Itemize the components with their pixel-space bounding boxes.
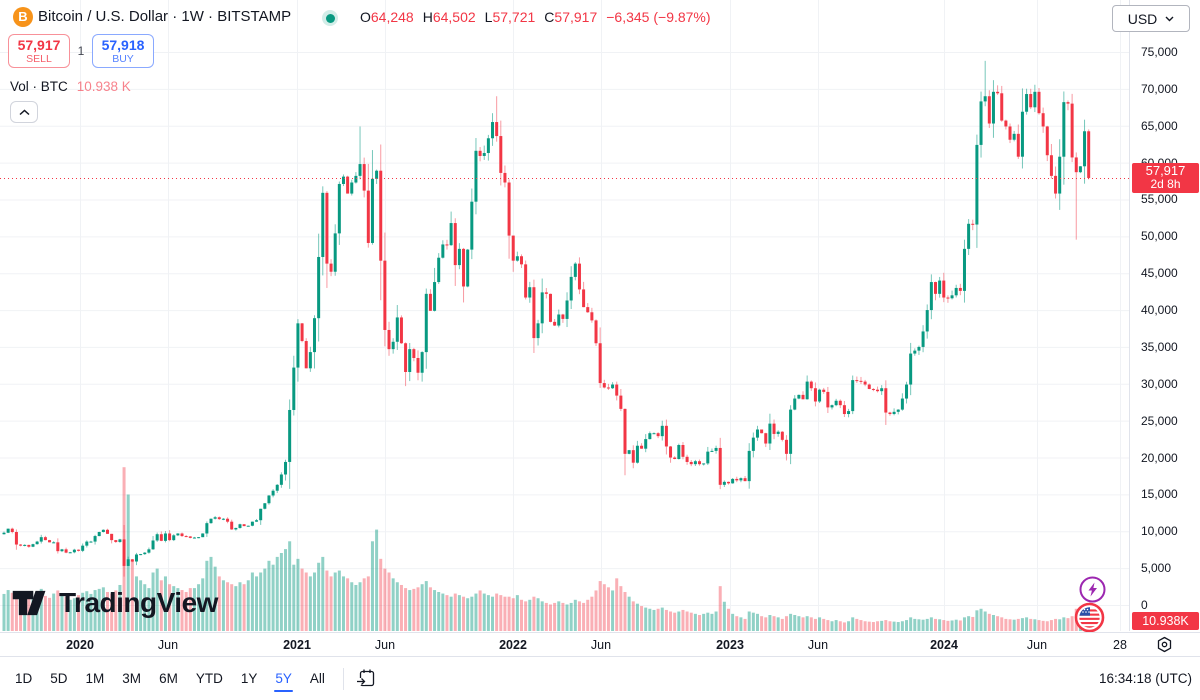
volume-indicator-value: 10.938 K xyxy=(76,79,131,94)
currency-label: USD xyxy=(1127,10,1158,27)
toolbar-divider xyxy=(342,667,344,690)
axis-settings-gear-icon[interactable] xyxy=(1156,636,1173,658)
price-axis-label: 10,000 xyxy=(1141,524,1178,539)
price-axis-label: 55,000 xyxy=(1141,192,1178,207)
volume-indicator-row[interactable]: Vol · BTC 10.938 K xyxy=(10,79,131,94)
time-axis-label: 2023 xyxy=(716,638,744,652)
range-button-1m[interactable]: 1M xyxy=(85,671,105,686)
chevron-down-icon xyxy=(1165,16,1174,21)
time-axis-label: Jun xyxy=(1026,638,1048,652)
price-axis-label: 15,000 xyxy=(1141,487,1178,502)
range-button-5y[interactable]: 5Y xyxy=(266,657,301,700)
current-price-value: 57,917 xyxy=(1145,163,1186,178)
time-axis-label: Jun xyxy=(590,638,612,652)
sell-label: SELL xyxy=(26,53,52,65)
chevron-up-icon xyxy=(19,108,29,115)
time-axis-label: Jun xyxy=(157,638,179,652)
time-axis-label: 2024 xyxy=(930,638,958,652)
close-value: 57,917 xyxy=(554,9,598,25)
go-to-date-button[interactable] xyxy=(355,668,376,689)
price-axis-label: 75,000 xyxy=(1141,45,1178,59)
price-axis-label: 0 xyxy=(1141,598,1148,612)
time-axis[interactable]: 2020 Jun 2021 Jun 2022 Jun 2023 Jun 2024 Jun 28 xyxy=(0,632,1200,656)
sell-price: 57,917 xyxy=(17,37,61,53)
range-button-5d[interactable]: 5D xyxy=(50,671,68,686)
time-axis-label: 2022 xyxy=(499,638,527,652)
price-axis-label: 5,000 xyxy=(1141,561,1172,576)
sell-button[interactable]: 57,917 SELL xyxy=(8,34,70,68)
buy-button[interactable]: 57,918 BUY xyxy=(92,34,154,68)
range-button-all[interactable]: All xyxy=(309,671,325,686)
watermark-text: TradingView xyxy=(59,587,218,618)
clock-utc[interactable]: 16:34:18 (UTC) xyxy=(1098,671,1192,686)
open-label: O xyxy=(360,9,371,25)
range-button-6m[interactable]: 6M xyxy=(159,671,178,686)
buy-label: BUY xyxy=(112,53,134,65)
currency-select-button[interactable]: USD xyxy=(1112,5,1190,32)
price-chart[interactable] xyxy=(0,0,1129,631)
bottom-toolbar: 1D 5D 1M 3M 6M YTD 1Y 5Y All 16:34:18 (UTC) xyxy=(0,656,1200,700)
price-axis-label: 35,000 xyxy=(1141,339,1178,354)
time-axis-label: Jun xyxy=(807,638,829,652)
high-value: 64,502 xyxy=(432,9,476,25)
current-volume-badge: 10.938K xyxy=(1132,612,1199,630)
low-value: 57,721 xyxy=(492,9,536,25)
time-axis-label: 28 xyxy=(1113,638,1127,652)
volume-series xyxy=(2,467,1091,631)
calendar-arrow-icon xyxy=(355,669,375,687)
price-axis-label: 25,000 xyxy=(1141,413,1178,428)
price-axis-label: 70,000 xyxy=(1141,81,1178,96)
spread-value: 1 xyxy=(77,44,85,58)
time-axis-label: Jun xyxy=(374,638,396,652)
price-axis-label: 20,000 xyxy=(1141,450,1178,465)
bitcoin-icon: B xyxy=(13,7,33,27)
collapse-panel-button[interactable] xyxy=(10,101,38,123)
price-axis[interactable]: 0 5,000 10,000 15,000 20,000 25,000 30,000 35,0… xyxy=(1129,0,1200,631)
close-label: C xyxy=(544,9,555,25)
range-button-1d[interactable]: 1D xyxy=(15,671,33,686)
low-label: L xyxy=(484,9,493,25)
buy-price: 57,918 xyxy=(101,37,145,53)
date-range-switcher: 1D 5D 1M 3M 6M YTD 1Y 5Y All xyxy=(6,657,334,700)
change-value: −6,345 (−9.87%) xyxy=(606,9,711,25)
chart-grid xyxy=(0,0,1129,631)
current-price-badge: 57,917 2d 8h xyxy=(1132,163,1199,193)
time-axis-label: 2021 xyxy=(283,638,311,652)
price-axis-label: 50,000 xyxy=(1141,229,1178,244)
price-axis-label: 45,000 xyxy=(1141,266,1178,281)
market-status-icon[interactable] xyxy=(322,10,338,26)
tradingview-watermark[interactable]: TradingView xyxy=(12,587,218,619)
high-label: H xyxy=(422,9,433,25)
ohlc-readout: O64,248 H64,502 L57,721 C57,917 −6,345 (−9.8… xyxy=(360,9,711,25)
open-value: 64,248 xyxy=(370,9,414,25)
symbol-title[interactable]: Bitcoin / U.S. Dollar · 1W · BITSTAMP xyxy=(38,8,292,25)
us-flag-event-icon[interactable] xyxy=(1074,602,1105,638)
bar-countdown: 2d 8h xyxy=(1150,177,1181,191)
candlestick-series xyxy=(2,60,1091,577)
price-axis-label: 40,000 xyxy=(1141,303,1178,318)
range-button-1y[interactable]: 1Y xyxy=(240,671,258,686)
range-button-3m[interactable]: 3M xyxy=(122,671,142,686)
range-button-ytd[interactable]: YTD xyxy=(195,671,223,686)
price-axis-label: 65,000 xyxy=(1141,118,1178,133)
time-axis-label: 2020 xyxy=(66,638,94,652)
lightning-event-icon[interactable] xyxy=(1079,576,1106,608)
price-axis-label: 30,000 xyxy=(1141,376,1178,391)
volume-indicator-label: Vol · BTC xyxy=(10,79,68,94)
tradingview-logo-icon xyxy=(12,590,46,616)
